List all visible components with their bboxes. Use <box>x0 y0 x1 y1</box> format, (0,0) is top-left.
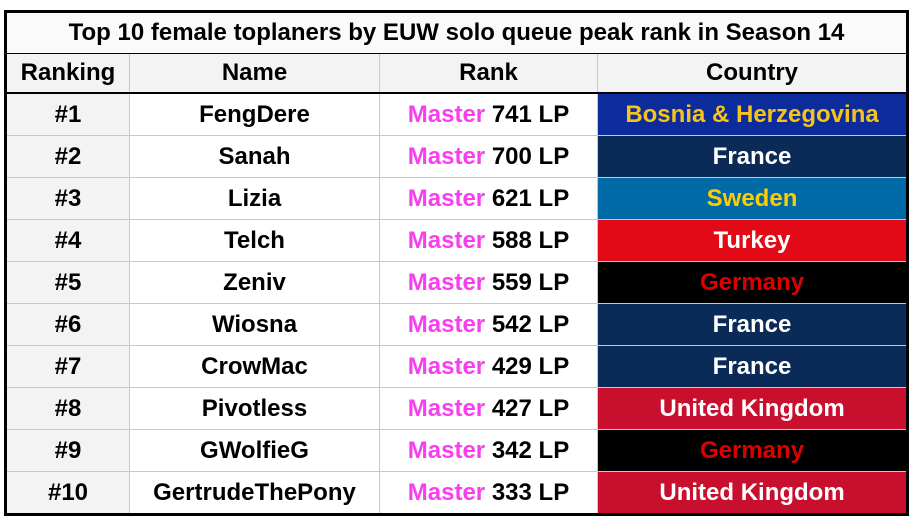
rank-tier: Master <box>407 394 486 422</box>
name-cell: FengDere <box>129 92 380 136</box>
ranking-cell: #10 <box>5 471 130 515</box>
rank-tier: Master <box>407 142 486 170</box>
rank-tier: Master <box>407 352 486 380</box>
ranking-cell: #7 <box>5 345 130 388</box>
column-header: Rank <box>379 53 598 94</box>
country-cell: France <box>596 135 909 178</box>
rank-tier: Master <box>407 184 486 212</box>
rank-cell: Master 429 LP <box>379 345 598 388</box>
name-cell: Zeniv <box>129 261 380 304</box>
name-cell: Wiosna <box>129 303 380 346</box>
rank-cell: Master 741 LP <box>379 92 598 136</box>
rank-tier: Master <box>407 478 486 506</box>
rank-cell: Master 427 LP <box>379 387 598 430</box>
country-cell: Germany <box>596 261 909 304</box>
rank-cell: Master 559 LP <box>379 261 598 304</box>
name-cell: Lizia <box>129 177 380 220</box>
rank-lp: 427 LP <box>491 394 570 422</box>
name-cell: GertrudeThePony <box>129 471 380 515</box>
ranking-cell: #2 <box>5 135 130 178</box>
ranking-cell: #3 <box>5 177 130 220</box>
ranking-cell: #6 <box>5 303 130 346</box>
table-row: #7 CrowMac Master 429 LP France <box>5 345 909 388</box>
table-row: #3 Lizia Master 621 LP Sweden <box>5 177 909 220</box>
country-cell: Bosnia & Herzegovina <box>596 92 909 136</box>
table-row: #1 FengDere Master 741 LP Bosnia & Herzegov… <box>5 92 909 136</box>
name-cell: Pivotless <box>129 387 380 430</box>
ranking-cell: #9 <box>5 429 130 472</box>
table-body: Top 10 female toplaners by EUW solo queu… <box>4 11 909 515</box>
table-row: #10 GertrudeThePony Master 333 LP United Ki… <box>5 471 909 515</box>
rank-cell: Master 542 LP <box>379 303 598 346</box>
table-row: #6 Wiosna Master 542 LP France <box>5 303 909 346</box>
country-cell: Turkey <box>596 219 909 262</box>
rank-lp: 700 LP <box>491 142 570 170</box>
column-header: Ranking <box>5 53 130 94</box>
rank-cell: Master 588 LP <box>379 219 598 262</box>
title-row: Top 10 female toplaners by EUW solo queu… <box>4 11 909 54</box>
ranking-cell: #4 <box>5 219 130 262</box>
table-title: Top 10 female toplaners by EUW solo queu… <box>4 11 909 54</box>
table-row: #8 Pivotless Master 427 LP United Kingdom <box>5 387 909 430</box>
rank-lp: 542 LP <box>491 310 570 338</box>
country-cell: France <box>596 345 909 388</box>
ranking-cell: #8 <box>5 387 130 430</box>
rank-tier: Master <box>407 310 486 338</box>
rank-lp: 621 LP <box>491 184 570 212</box>
table-row: #4 Telch Master 588 LP Turkey <box>5 219 909 262</box>
table-row: #9 GWolfieG Master 342 LP Germany <box>5 429 909 472</box>
rank-lp: 429 LP <box>491 352 570 380</box>
rank-cell: Master 342 LP <box>379 429 598 472</box>
name-cell: GWolfieG <box>129 429 380 472</box>
rank-lp: 741 LP <box>491 100 570 128</box>
column-header: Country <box>596 53 909 94</box>
rank-lp: 333 LP <box>491 478 570 506</box>
rank-lp: 559 LP <box>491 268 570 296</box>
ranking-cell: #1 <box>5 92 130 136</box>
rank-tier: Master <box>407 268 486 296</box>
rank-lp: 588 LP <box>491 226 570 254</box>
ranking-cell: #5 <box>5 261 130 304</box>
column-header: Name <box>129 53 380 94</box>
rank-tier: Master <box>407 100 486 128</box>
rank-lp: 342 LP <box>491 436 570 464</box>
name-cell: Telch <box>129 219 380 262</box>
country-cell: Sweden <box>596 177 909 220</box>
table-row: #2 Sanah Master 700 LP France <box>5 135 909 178</box>
rank-cell: Master 700 LP <box>379 135 598 178</box>
table-row: #5 Zeniv Master 559 LP Germany <box>5 261 909 304</box>
country-cell: Germany <box>596 429 909 472</box>
country-cell: United Kingdom <box>596 387 909 430</box>
country-cell: United Kingdom <box>596 471 909 515</box>
header-row: Ranking Name Rank Country <box>5 53 909 94</box>
name-cell: CrowMac <box>129 345 380 388</box>
rank-tier: Master <box>407 436 486 464</box>
country-cell: France <box>596 303 909 346</box>
rank-tier: Master <box>407 226 486 254</box>
name-cell: Sanah <box>129 135 380 178</box>
rank-cell: Master 333 LP <box>379 471 598 515</box>
rank-cell: Master 621 LP <box>379 177 598 220</box>
ranking-table: Top 10 female toplaners by EUW solo queu… <box>4 10 910 516</box>
